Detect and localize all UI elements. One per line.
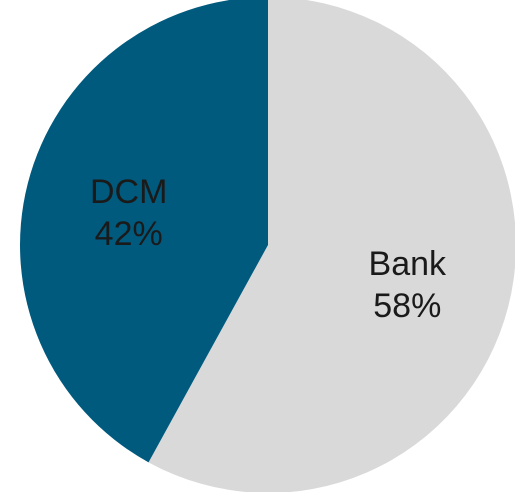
pie-label-bank: Bank 58%	[369, 245, 447, 325]
pie-slice-bank	[148, 0, 515, 492]
pie-slice-dcm	[20, 0, 268, 463]
pie-labels: Bank 58% DCM 42%	[90, 173, 447, 325]
pie-label-dcm: DCM 42%	[90, 173, 167, 253]
pie-label-name: DCM	[90, 173, 167, 211]
pie-label-name: Bank	[369, 245, 447, 283]
pie-label-value: 58%	[373, 287, 441, 325]
pie-label-value: 42%	[95, 215, 163, 253]
pie-slices	[20, 0, 515, 492]
